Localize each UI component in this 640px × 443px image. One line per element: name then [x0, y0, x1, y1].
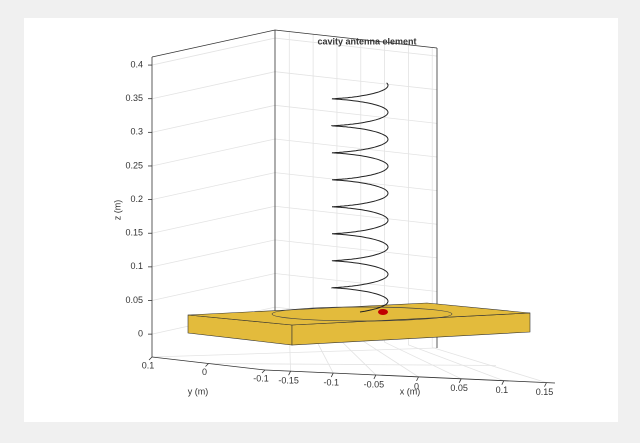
z-tick-label: 0.3 — [130, 127, 143, 137]
x-tick-label: 0.1 — [496, 385, 509, 395]
x-tick-label: -0.05 — [364, 379, 385, 389]
y-tick-label: 0 — [202, 367, 207, 377]
z-tick-label: 0.1 — [130, 261, 143, 271]
z-tick-label: 0.4 — [130, 59, 143, 69]
y-tick-label: 0.1 — [142, 360, 155, 370]
feed-point — [378, 309, 388, 315]
x-tick-label: 0.15 — [536, 387, 554, 397]
y-tick-label: -0.1 — [253, 373, 269, 383]
z-tick-label: 0.05 — [125, 295, 143, 305]
z-tick-label: 0 — [138, 329, 143, 339]
y-axis-label: y (m) — [188, 386, 209, 396]
z-tick-label: 0.2 — [130, 194, 143, 204]
z-tick-label: 0.15 — [125, 228, 143, 238]
z-tick-label: 0.35 — [125, 93, 143, 103]
x-tick-label: -0.1 — [323, 377, 339, 387]
x-tick-label: -0.15 — [278, 376, 299, 386]
x-tick-label: 0 — [414, 381, 419, 391]
x-tick-label: 0.05 — [450, 383, 468, 393]
figure: cavity antenna element z (m) y (m) x (m)… — [0, 0, 640, 443]
z-axis-label: z (m) — [112, 200, 122, 221]
z-tick-label: 0.25 — [125, 160, 143, 170]
chart-title: cavity antenna element — [317, 36, 416, 46]
